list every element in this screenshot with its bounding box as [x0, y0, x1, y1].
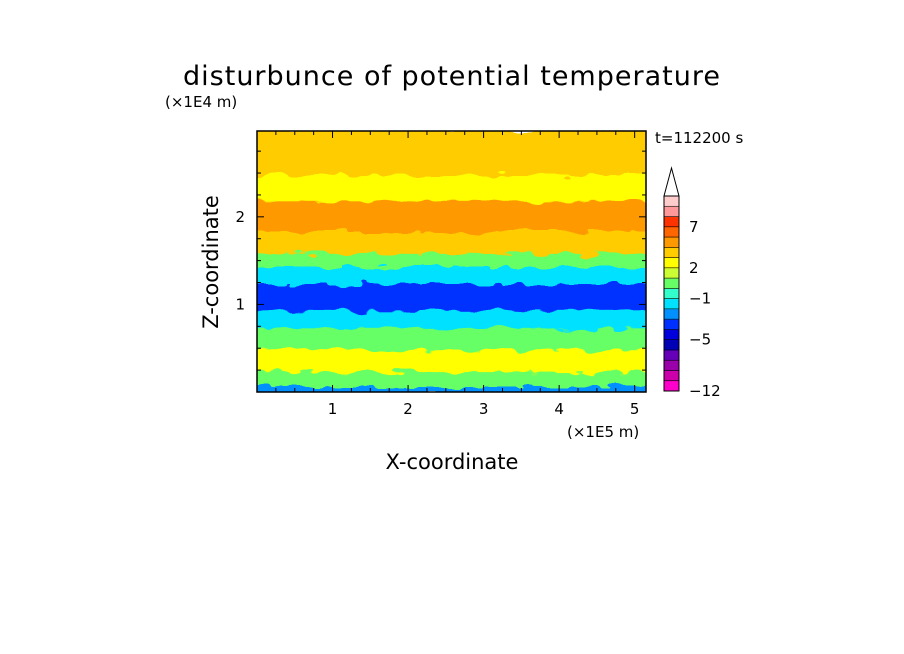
- colorbar-segment: [664, 380, 679, 392]
- colorbar-segment: [664, 288, 679, 300]
- heatmap-band: [257, 131, 646, 176]
- heatmap-band: [257, 249, 646, 268]
- heatmap-band: [257, 280, 646, 311]
- x-unit-label: (×1E5 m): [567, 423, 639, 441]
- x-tick-label: 4: [554, 400, 564, 418]
- colorbar-segment: [664, 339, 679, 351]
- heatmap-field: [257, 131, 646, 392]
- plot-frame: [256, 130, 647, 393]
- colorbar-tick-label: −12: [689, 382, 721, 400]
- colorbar-segment: [664, 329, 679, 341]
- colorbar-segment: [664, 370, 679, 382]
- heatmap-band: [257, 227, 646, 254]
- x-tick-label: 1: [328, 400, 338, 418]
- heatmap-band: [257, 197, 646, 232]
- chart-title: disturbunce of potential temperature: [183, 61, 721, 92]
- colorbar-segment: [664, 206, 679, 218]
- colorbar-tick-label: 2: [689, 259, 699, 277]
- axis-ticks: [257, 131, 646, 392]
- heatmap-band: [257, 306, 646, 329]
- colorbar-segment: [664, 360, 679, 371]
- heatmap-band: [257, 171, 646, 202]
- x-tick-label: 3: [479, 400, 489, 418]
- x-axis-label: X-coordinate: [386, 450, 519, 474]
- x-tick-labels: 1 2 3 4 5: [328, 400, 640, 418]
- colorbar-segment: [664, 319, 679, 330]
- colorbar-segment: [664, 226, 679, 238]
- y-tick-label: 2: [235, 208, 245, 226]
- colorbar-segment: [664, 247, 679, 259]
- y-tick-labels: 12: [235, 208, 245, 314]
- heatmap-band: [257, 368, 646, 387]
- time-label: t=112200 s: [655, 129, 743, 147]
- heatmap-band: [257, 263, 646, 285]
- colorbar-segment: [664, 196, 679, 207]
- colorbar-tick-label: −5: [689, 331, 711, 349]
- y-unit-label: (×1E4 m): [165, 93, 237, 111]
- colorbar-segment: [664, 237, 679, 248]
- heatmap-band: [257, 324, 646, 351]
- colorbar-segment: [664, 267, 679, 279]
- heatmap-bands: [257, 131, 646, 392]
- y-tick-label: 1: [235, 295, 245, 313]
- colorbar-tick-label: −1: [689, 290, 711, 308]
- heatmap-band: [257, 346, 646, 373]
- colorbar-segment: [664, 257, 679, 269]
- y-axis-label: Z-coordinate: [199, 195, 223, 329]
- colorbar: [663, 166, 680, 392]
- colorbar-segment: [664, 349, 679, 361]
- plot-area: [256, 130, 647, 393]
- colorbar-segment: [664, 308, 679, 320]
- colorbar-segment: [664, 298, 679, 310]
- colorbar-tick-label: 7: [689, 218, 699, 236]
- colorbar-segment: [664, 278, 679, 289]
- colorbar-segment: [664, 216, 679, 228]
- x-tick-label: 2: [403, 400, 413, 418]
- colorbar-labels: 7 2 −1 −5 −12: [689, 218, 721, 400]
- x-tick-label: 5: [630, 400, 640, 418]
- heatmap-band: [257, 382, 646, 392]
- colorbar-extend-arrow: [663, 166, 680, 197]
